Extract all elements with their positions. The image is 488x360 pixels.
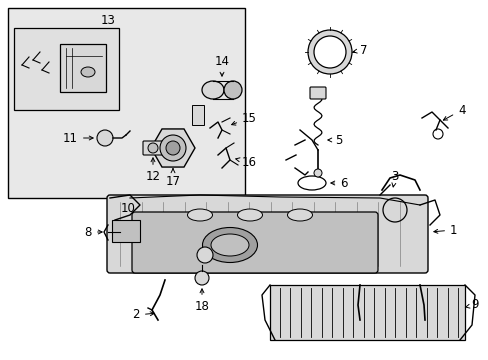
Ellipse shape	[224, 81, 242, 99]
Text: 11: 11	[63, 131, 93, 144]
Text: 3: 3	[390, 170, 398, 187]
Text: 14: 14	[214, 55, 229, 76]
Text: 6: 6	[330, 176, 347, 189]
Circle shape	[148, 143, 158, 153]
Text: 15: 15	[231, 112, 256, 125]
Text: 12: 12	[145, 158, 160, 183]
Text: 18: 18	[194, 289, 209, 313]
Circle shape	[313, 169, 321, 177]
Bar	[14, 28, 119, 110]
Circle shape	[97, 130, 113, 146]
Ellipse shape	[287, 209, 312, 221]
Ellipse shape	[187, 209, 212, 221]
Circle shape	[195, 271, 208, 285]
FancyBboxPatch shape	[142, 141, 163, 155]
FancyBboxPatch shape	[309, 87, 325, 99]
Bar	[60, 44, 106, 92]
Ellipse shape	[202, 228, 257, 262]
Text: 17: 17	[165, 169, 180, 188]
Text: 13: 13	[101, 14, 115, 27]
Text: 9: 9	[465, 298, 478, 311]
Circle shape	[160, 135, 185, 161]
FancyBboxPatch shape	[107, 195, 427, 273]
Text: 10: 10	[121, 202, 135, 215]
Text: 5: 5	[327, 134, 342, 147]
Ellipse shape	[237, 209, 262, 221]
Circle shape	[165, 141, 180, 155]
Bar	[112, 220, 140, 242]
Ellipse shape	[81, 67, 95, 77]
Circle shape	[197, 247, 213, 263]
Text: 1: 1	[433, 224, 457, 237]
Ellipse shape	[210, 234, 248, 256]
Text: 7: 7	[352, 44, 367, 57]
Text: 16: 16	[235, 156, 257, 168]
Bar	[8, 8, 244, 198]
FancyBboxPatch shape	[132, 212, 377, 273]
Bar	[192, 105, 203, 125]
Ellipse shape	[202, 81, 224, 99]
Text: 2: 2	[132, 309, 154, 321]
Text: 8: 8	[84, 225, 102, 239]
Text: 4: 4	[443, 104, 465, 120]
Bar	[269, 285, 464, 340]
